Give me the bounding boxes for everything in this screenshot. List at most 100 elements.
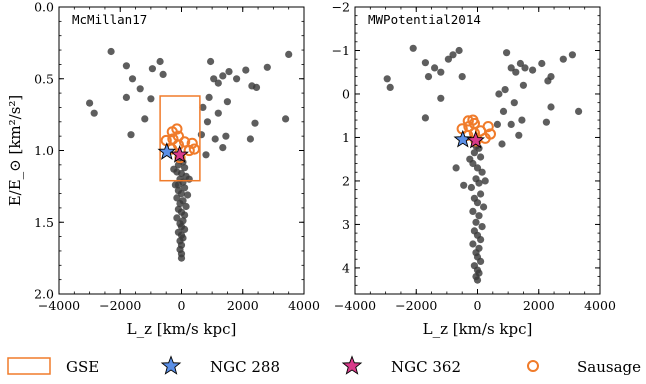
data-point — [386, 83, 394, 91]
ngc362-star — [170, 145, 189, 163]
x-tick-label: −2000 — [99, 298, 141, 313]
y-tick-label: −2 — [332, 0, 350, 15]
data-point — [521, 64, 529, 72]
data-point — [177, 254, 186, 262]
data-point — [507, 120, 515, 128]
data-point — [181, 184, 189, 192]
scatter-points — [383, 44, 583, 284]
data-point — [477, 153, 485, 161]
data-point — [568, 51, 577, 59]
data-point — [128, 75, 137, 83]
y-tick-label: 2 — [342, 173, 350, 188]
y-axis-title: E/E_⊙ [km²/s²] — [6, 95, 24, 207]
x-tick-label: 4000 — [584, 298, 616, 313]
sausage-marker — [462, 115, 474, 127]
data-point — [542, 118, 551, 126]
data-point — [225, 68, 233, 76]
data-point — [529, 66, 537, 74]
data-point — [199, 103, 207, 111]
data-point — [202, 151, 210, 159]
data-point — [203, 118, 212, 126]
x-tick-label: 0 — [178, 298, 186, 313]
data-point — [174, 181, 182, 189]
data-point — [452, 164, 460, 172]
data-point — [185, 175, 193, 183]
data-point — [107, 47, 115, 56]
data-point — [475, 212, 483, 220]
data-point — [421, 114, 429, 122]
data-point — [559, 55, 567, 63]
data-point — [469, 240, 477, 248]
data-point — [214, 109, 222, 117]
data-point — [409, 44, 417, 52]
x-tick-label: −4000 — [38, 298, 80, 313]
data-point — [515, 131, 523, 139]
data-point — [173, 194, 181, 202]
sausage-marker — [482, 121, 494, 133]
legend-ngc288-label: NGC 288 — [210, 358, 280, 376]
data-point — [122, 62, 130, 70]
legend-gse-label: GSE — [66, 358, 99, 376]
data-point — [211, 135, 219, 143]
data-point — [458, 73, 466, 81]
data-point — [170, 165, 178, 173]
legend: GSE NGC 288 NGC 362 Sausage — [7, 355, 641, 376]
data-point — [437, 94, 445, 102]
data-point — [219, 144, 227, 152]
data-point — [424, 73, 433, 81]
data-point — [544, 77, 552, 85]
overlay-markers — [453, 114, 496, 149]
data-point — [547, 103, 555, 111]
sausage-marker — [188, 143, 200, 155]
data-point — [493, 120, 501, 128]
data-point — [499, 107, 508, 115]
panel-title: McMillan17 — [72, 12, 147, 27]
x-tick-label: 2000 — [523, 298, 555, 313]
y-tick-label: 1.5 — [34, 215, 54, 230]
data-point — [475, 179, 483, 187]
legend-sausage-label: Sausage — [577, 358, 641, 376]
overlay-markers — [157, 95, 201, 182]
x-tick-label: −2000 — [395, 298, 437, 313]
data-point — [503, 49, 511, 57]
data-point — [90, 109, 98, 117]
data-point — [444, 55, 452, 63]
data-point — [473, 276, 482, 284]
data-point — [495, 90, 503, 98]
legend-ngc362-star-icon — [341, 355, 363, 375]
x-axis-title: L_z [km/s kpc] — [423, 320, 533, 338]
data-point — [285, 50, 293, 59]
data-point — [519, 81, 528, 89]
data-point — [516, 59, 525, 68]
data-point — [383, 75, 391, 83]
data-point — [242, 66, 250, 74]
data-point — [248, 82, 256, 90]
data-point — [512, 68, 520, 76]
y-tick-label: 2.0 — [34, 287, 54, 302]
data-point — [182, 202, 190, 211]
x-axis-title: L_z [km/s kpc] — [127, 320, 237, 338]
data-point — [469, 207, 477, 215]
data-point — [136, 85, 144, 93]
sausage-marker — [171, 123, 183, 135]
data-point — [449, 51, 457, 59]
data-point — [251, 119, 259, 127]
ngc288-star — [453, 129, 473, 148]
data-point — [460, 181, 468, 189]
data-point — [477, 236, 485, 244]
data-point — [466, 155, 474, 163]
legend-star — [341, 355, 363, 375]
data-point — [197, 131, 205, 139]
data-point — [498, 140, 506, 148]
x-tick-label: 4000 — [288, 298, 320, 313]
legend-ngc288-star-icon — [160, 355, 182, 375]
panel-mwpotential2014: −4000 −2000 0 2000 4000 −2 −1 0 1 2 3 4 MWPotential… — [332, 0, 616, 338]
data-point — [480, 203, 488, 211]
data-point — [159, 70, 167, 78]
data-point — [263, 63, 271, 71]
data-point — [210, 75, 218, 83]
data-point — [181, 211, 189, 219]
data-point — [214, 79, 222, 87]
data-point — [122, 93, 130, 101]
data-point — [156, 57, 164, 66]
